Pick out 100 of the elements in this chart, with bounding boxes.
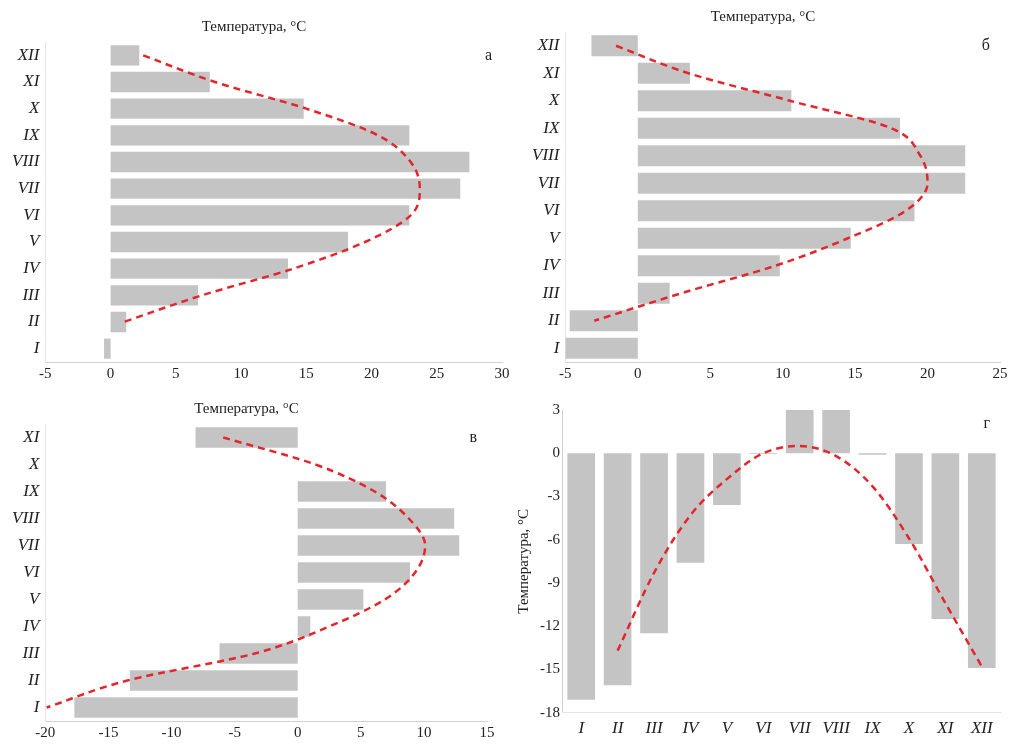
bar bbox=[110, 151, 470, 173]
y-tick-label: IV bbox=[22, 615, 42, 635]
y-tick-label: VII bbox=[17, 178, 41, 198]
x-tick-label: I bbox=[577, 718, 586, 738]
y-tick-label: II bbox=[27, 311, 41, 331]
bar bbox=[297, 562, 411, 583]
y-axis-title: Температура, °С bbox=[514, 508, 531, 614]
y-tick-label: X bbox=[547, 90, 560, 110]
y-tick-label: V bbox=[548, 227, 562, 247]
bar bbox=[637, 172, 966, 194]
y-tick-label: -3 bbox=[547, 487, 560, 504]
bar bbox=[110, 71, 210, 93]
x-tick-label: 5 bbox=[172, 364, 180, 381]
y-tick-label: -9 bbox=[547, 573, 560, 590]
bar bbox=[104, 338, 111, 359]
bar bbox=[110, 125, 410, 146]
bar bbox=[637, 200, 915, 222]
x-tick-label: 0 bbox=[634, 364, 642, 381]
bar bbox=[74, 697, 298, 718]
x-tick-label: 10 bbox=[416, 723, 432, 740]
y-tick-label: X bbox=[27, 453, 40, 473]
y-tick-label: 0 bbox=[552, 444, 560, 461]
x-tick-label: IV bbox=[681, 718, 702, 738]
y-tick-label: VIII bbox=[11, 151, 41, 171]
y-tick-label: X bbox=[27, 98, 40, 118]
y-tick-label: XI bbox=[22, 71, 41, 91]
y-tick-label: V bbox=[28, 588, 42, 608]
x-tick-label: 10 bbox=[233, 364, 249, 381]
y-tick-label: III bbox=[541, 282, 561, 302]
bar bbox=[195, 427, 298, 448]
y-tick-label: III bbox=[21, 642, 41, 662]
x-tick-label: IX bbox=[863, 718, 882, 738]
x-tick-label: II bbox=[610, 718, 625, 738]
bar bbox=[129, 670, 298, 691]
x-tick-label: VI bbox=[755, 718, 773, 738]
bar bbox=[591, 35, 638, 57]
x-tick-label: XII bbox=[969, 718, 994, 738]
bar bbox=[110, 285, 199, 306]
y-tick-label: VI bbox=[23, 561, 41, 581]
y-tick-label: VIII bbox=[531, 145, 561, 165]
bar bbox=[297, 508, 455, 529]
y-tick-label: -18 bbox=[540, 703, 560, 720]
bar bbox=[110, 98, 304, 119]
y-tick-label: IX bbox=[542, 117, 560, 137]
y-tick-label: -12 bbox=[540, 617, 560, 634]
bar bbox=[297, 535, 460, 556]
chart-title: Температура, °С bbox=[194, 399, 299, 416]
bar bbox=[637, 62, 690, 84]
x-tick-label: 25 bbox=[429, 364, 445, 381]
x-tick-label: 15 bbox=[479, 723, 495, 740]
chart-title: Температура, °С bbox=[710, 7, 816, 24]
x-tick-label: 20 bbox=[920, 364, 936, 381]
x-tick-label: -5 bbox=[559, 364, 572, 381]
y-tick-label: II bbox=[27, 669, 41, 689]
y-tick-label: VI bbox=[543, 200, 561, 220]
bar bbox=[637, 90, 792, 112]
x-tick-label: VII bbox=[788, 718, 812, 738]
y-tick-label: IX bbox=[22, 124, 40, 144]
y-tick-label: -15 bbox=[540, 660, 560, 677]
y-tick-label: V bbox=[28, 231, 42, 251]
x-tick-label: XI bbox=[936, 718, 955, 738]
x-tick-label: 15 bbox=[298, 364, 314, 381]
bar bbox=[565, 337, 638, 359]
y-tick-label: XII bbox=[536, 35, 561, 55]
bar bbox=[110, 311, 127, 333]
chart-title: Температура, °С bbox=[201, 17, 307, 34]
bar bbox=[110, 231, 349, 253]
bar bbox=[637, 117, 901, 139]
y-tick-label: II bbox=[547, 310, 561, 330]
x-tick-label: 5 bbox=[357, 723, 365, 740]
bar bbox=[219, 643, 298, 664]
y-tick-label: VI bbox=[23, 204, 41, 224]
x-tick-label: 25 bbox=[992, 364, 1008, 381]
annotation: г bbox=[983, 414, 991, 432]
bar bbox=[637, 282, 670, 304]
x-tick-label: 15 bbox=[847, 364, 863, 381]
x-tick-label: -5 bbox=[228, 723, 241, 740]
bar bbox=[637, 255, 780, 277]
x-tick-label: VIII bbox=[822, 718, 852, 738]
y-tick-label: I bbox=[32, 696, 41, 716]
y-tick-label: VII bbox=[17, 534, 41, 554]
y-tick-label: XI bbox=[22, 426, 41, 446]
x-tick-label: III bbox=[644, 718, 664, 738]
x-tick-label: -10 bbox=[161, 723, 182, 740]
y-tick-label: I bbox=[552, 337, 561, 357]
x-tick-label: 30 bbox=[494, 364, 510, 381]
bar bbox=[569, 310, 638, 332]
y-tick-label: I bbox=[32, 338, 41, 358]
y-tick-label: VII bbox=[537, 172, 561, 192]
x-tick-label: 20 bbox=[364, 364, 380, 381]
line-series bbox=[616, 444, 984, 668]
bar bbox=[110, 205, 410, 226]
y-tick-label: XI bbox=[542, 62, 561, 82]
x-tick-label: 10 bbox=[775, 364, 791, 381]
y-tick-label: III bbox=[21, 284, 41, 304]
x-tick-label: -15 bbox=[98, 723, 119, 740]
x-tick-label: X bbox=[902, 718, 915, 738]
bar bbox=[637, 227, 851, 249]
bar bbox=[110, 258, 289, 279]
y-tick-label: -6 bbox=[547, 530, 561, 547]
